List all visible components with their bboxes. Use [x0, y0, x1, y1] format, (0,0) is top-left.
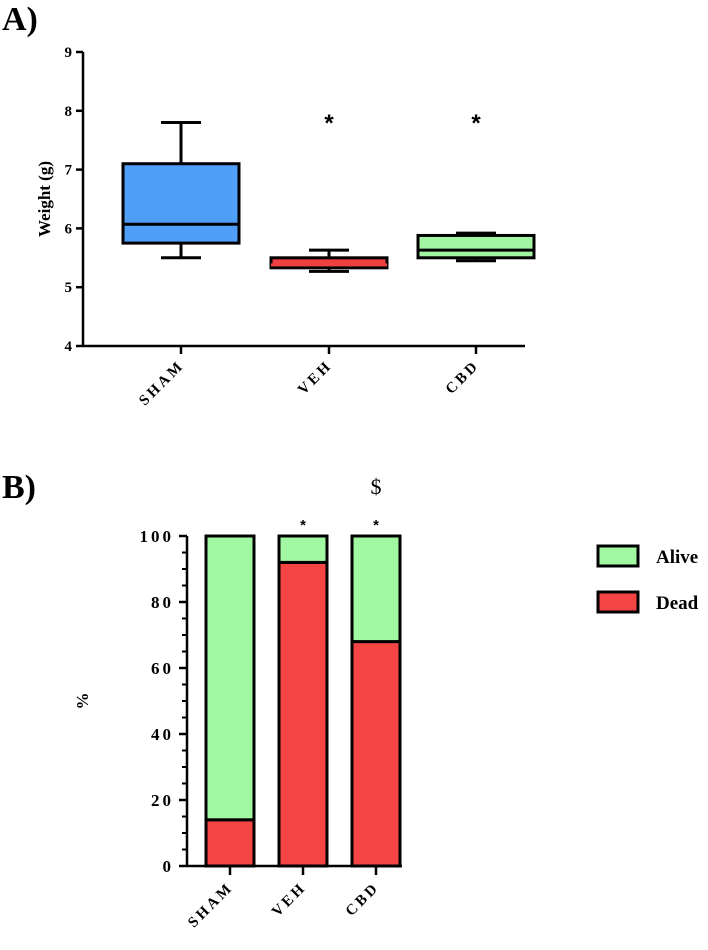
y-tick-label: 8: [65, 104, 73, 120]
x-tick-label: SHAM: [185, 880, 237, 932]
y-tick-label: 9: [65, 45, 73, 61]
bar-dead-sham: [204, 818, 256, 868]
panel-b-label: B): [2, 469, 36, 506]
x-tick-label: CBD: [443, 358, 483, 398]
bar-dead-veh: [277, 560, 329, 868]
significance-marker: *: [373, 517, 379, 534]
y-tick-label: 7: [65, 163, 73, 179]
box-iqr: [121, 162, 241, 245]
significance-marker: *: [300, 517, 306, 534]
box-iqr: [269, 256, 389, 270]
x-tick-label: CBD: [343, 880, 383, 920]
bar-alive-veh: [277, 534, 329, 564]
box-plot-weight: 4 5 6 7 8 9 Weight (g) SHAM VEH CBD * *: [35, 45, 536, 410]
y-tick-label: 20: [151, 791, 174, 810]
x-tick-label: SHAM: [136, 358, 188, 410]
y-tick-label: 0: [163, 857, 175, 876]
significance-marker-dollar: $: [371, 474, 382, 499]
bar-alive-cbd: [350, 534, 402, 644]
significance-marker: *: [471, 110, 481, 137]
legend-swatch-dead: [596, 590, 640, 614]
box-veh: [269, 248, 389, 273]
y-tick-label: 80: [151, 593, 174, 612]
box-iqr: [416, 233, 536, 260]
stacked-bar-survival: 0 20 40 60 80 100% SHAM VEH CBD * * $ Alive Dead: [73, 474, 699, 931]
box-sham: [121, 121, 241, 260]
legend-label-dead: Dead: [656, 593, 699, 614]
box-cbd: [416, 231, 536, 263]
legend-label-alive: Alive: [656, 547, 698, 568]
legend-swatch-alive: [596, 544, 640, 568]
y-tick-label: 6: [65, 221, 73, 237]
y-tick-label: 4: [65, 339, 73, 355]
bar-alive-sham: [204, 534, 256, 822]
y-tick-label: 40: [151, 725, 174, 744]
panel-a-label: A): [2, 1, 38, 38]
y-axis-title: Weight (g): [35, 161, 54, 237]
x-tick-label: VEH: [269, 880, 310, 921]
y-tick-label: 60: [151, 659, 174, 678]
y-tick-label: 100: [140, 527, 175, 546]
legend: Alive Dead: [596, 544, 699, 614]
y-axis-title: %: [73, 693, 92, 710]
significance-marker: *: [324, 110, 334, 137]
y-tick-label: 5: [65, 280, 73, 296]
bar-dead-cbd: [350, 640, 402, 868]
x-tick-label: VEH: [295, 358, 336, 399]
